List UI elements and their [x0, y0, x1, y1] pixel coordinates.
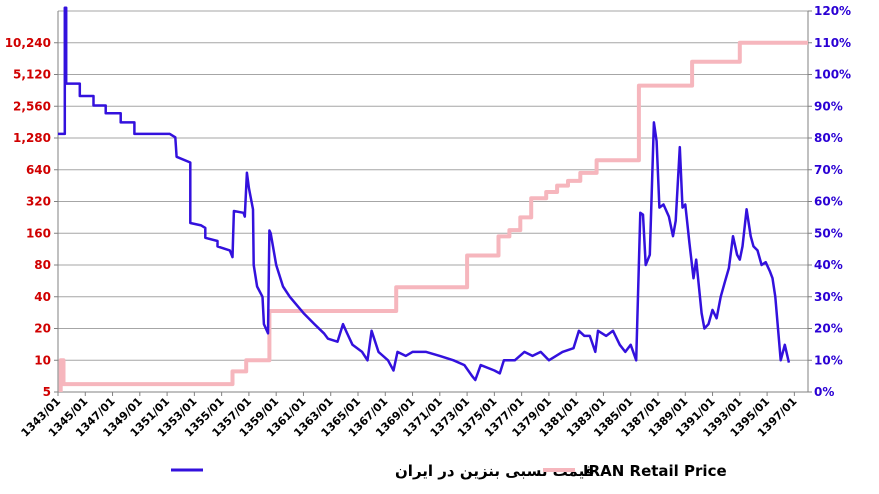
right-axis-tick-label: 120%	[814, 4, 851, 18]
legend-label-relative-price: قیمت نسبی بنزین در ایران	[395, 462, 595, 480]
right-axis-tick-label: 20%	[814, 322, 843, 336]
right-axis-tick-label: 50%	[814, 226, 843, 240]
right-axis-tick-label: 30%	[814, 290, 843, 304]
relative-price-line	[58, 6, 791, 382]
right-axis-tick-label: 40%	[814, 258, 843, 272]
left-axis-tick-label: 1,280	[13, 131, 51, 145]
left-axis-tick-label: 10	[34, 353, 51, 367]
left-axis-tick-label: 640	[26, 163, 51, 177]
left-axis-tick-label: 5	[43, 385, 51, 399]
left-axis-tick-label: 5,120	[13, 68, 51, 82]
right-axis-tick-label: 70%	[814, 163, 843, 177]
right-axis-tick-label: 0%	[814, 385, 834, 399]
left-axis-tick-label: 160	[26, 226, 51, 240]
left-axis-tick-label: 20	[34, 322, 51, 336]
right-axis-tick-label: 90%	[814, 99, 843, 113]
left-axis-tick-label: 80	[34, 258, 51, 272]
right-axis-tick-label: 80%	[814, 131, 843, 145]
retail-price-line	[58, 40, 808, 392]
left-axis-tick-label: 320	[26, 195, 51, 209]
left-axis-tick-label: 10,240	[5, 36, 51, 50]
gridlines	[58, 10, 808, 393]
series-lines	[58, 6, 808, 392]
left-axis-tick-label: 2,560	[13, 99, 51, 113]
right-axis-tick-label: 10%	[814, 353, 843, 367]
right-axis-tick-label: 100%	[814, 68, 851, 82]
left-axis-tick-label: 40	[34, 290, 51, 304]
right-axis-tick-label: 60%	[814, 195, 843, 209]
legend-label-retail-price: IRAN Retail Price	[583, 462, 727, 480]
right-axis-tick-label: 110%	[814, 36, 851, 50]
